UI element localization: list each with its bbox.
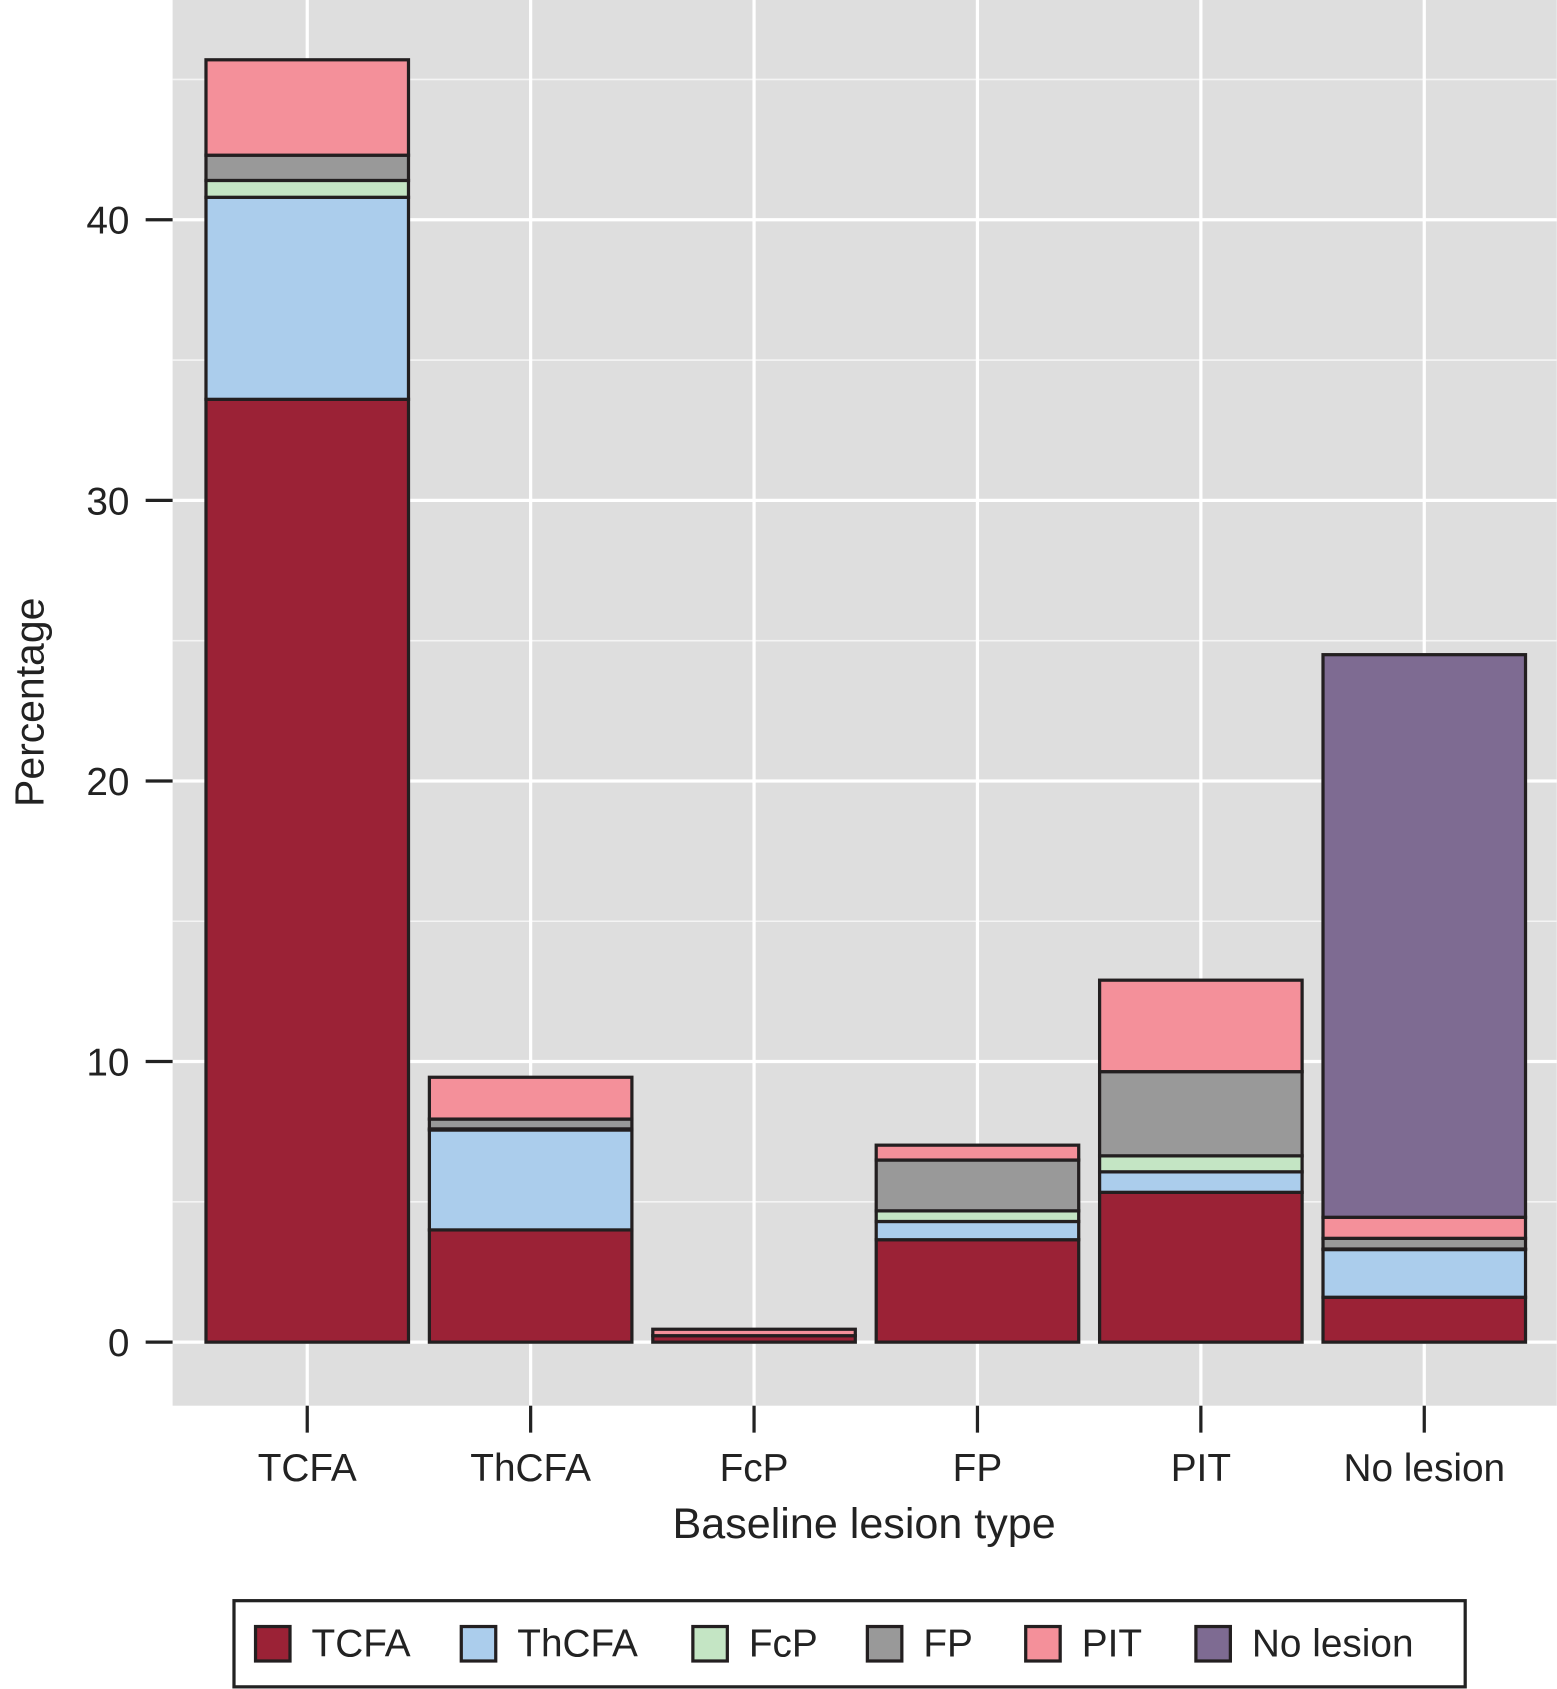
bar-segment-fp-fp [874, 1158, 1081, 1213]
x-tick-label: TCFA [258, 1447, 357, 1490]
legend: TCFA ThCFA FcP FP PIT No lesion [253, 1623, 1414, 1666]
x-axis: TCFA ThCFA FcP FP PIT No lesion [258, 1405, 1505, 1490]
bar-segment-thcfa-pit [427, 1075, 634, 1121]
bar-segment-tcfa-pit [204, 58, 411, 157]
bar-segment-no-lesion-pit [1321, 1215, 1528, 1240]
bar-segment-fp-thcfa [874, 1219, 1081, 1242]
bar-segment-tcfa-thcfa [204, 195, 411, 401]
x-tick-label: PIT [1171, 1447, 1231, 1490]
legend-swatch [1194, 1624, 1232, 1663]
legend-label: PIT [1082, 1623, 1142, 1666]
y-axis-label: Percentage [6, 598, 52, 807]
x-tick-label: FcP [720, 1447, 789, 1490]
x-tick-label: ThCFA [470, 1447, 591, 1490]
legend-label: TCFA [312, 1623, 411, 1666]
bar-segment-fp-pit [874, 1143, 1081, 1162]
bar-segment-fcp-pit [651, 1327, 857, 1338]
bar-segment-no-lesion-thcfa [1321, 1247, 1528, 1299]
x-axis-label: Baseline lesion type [673, 1500, 1056, 1548]
bar-segment-thcfa-tcfa [427, 1228, 634, 1344]
legend-label: No lesion [1252, 1623, 1414, 1666]
legend-label: ThCFA [517, 1623, 638, 1666]
x-tick-label: FP [953, 1447, 1003, 1490]
legend-label: FcP [749, 1623, 818, 1666]
bar-segment-pit-pit [1097, 978, 1304, 1074]
bar-segment-tcfa-fcp [204, 178, 411, 199]
bar-segment-pit-fcp [1097, 1154, 1304, 1174]
bar-segment-no-lesion-no-lesion [1321, 653, 1528, 1219]
bar-segment-fp-tcfa [874, 1238, 1081, 1344]
bar-segment-pit-fp [1097, 1070, 1304, 1158]
y-tick-label: 30 [86, 480, 129, 523]
bar-segment-tcfa-tcfa [204, 397, 411, 1344]
bars [204, 58, 1528, 1344]
legend-swatch [865, 1624, 904, 1663]
bar-segment-thcfa-thcfa [427, 1128, 634, 1232]
bar-segment-pit-tcfa [1097, 1190, 1304, 1344]
bar-segment-no-lesion-tcfa [1321, 1295, 1528, 1344]
y-tick-label: 20 [86, 761, 129, 804]
y-tick-label: 40 [86, 200, 129, 243]
legend-swatch [253, 1624, 292, 1663]
legend-swatch [459, 1624, 498, 1663]
y-tick-label: 10 [86, 1042, 129, 1085]
legend-swatch [1024, 1624, 1062, 1663]
bar-segment-pit-thcfa [1097, 1170, 1304, 1194]
legend-label: FP [923, 1623, 973, 1666]
y-axis: 0 10 20 30 40 [86, 200, 173, 1365]
y-tick-label: 0 [108, 1322, 130, 1365]
bar-segment-tcfa-fp [204, 153, 411, 183]
legend-box [232, 1599, 1467, 1689]
legend-swatch [691, 1624, 729, 1663]
x-tick-label: No lesion [1343, 1447, 1505, 1490]
